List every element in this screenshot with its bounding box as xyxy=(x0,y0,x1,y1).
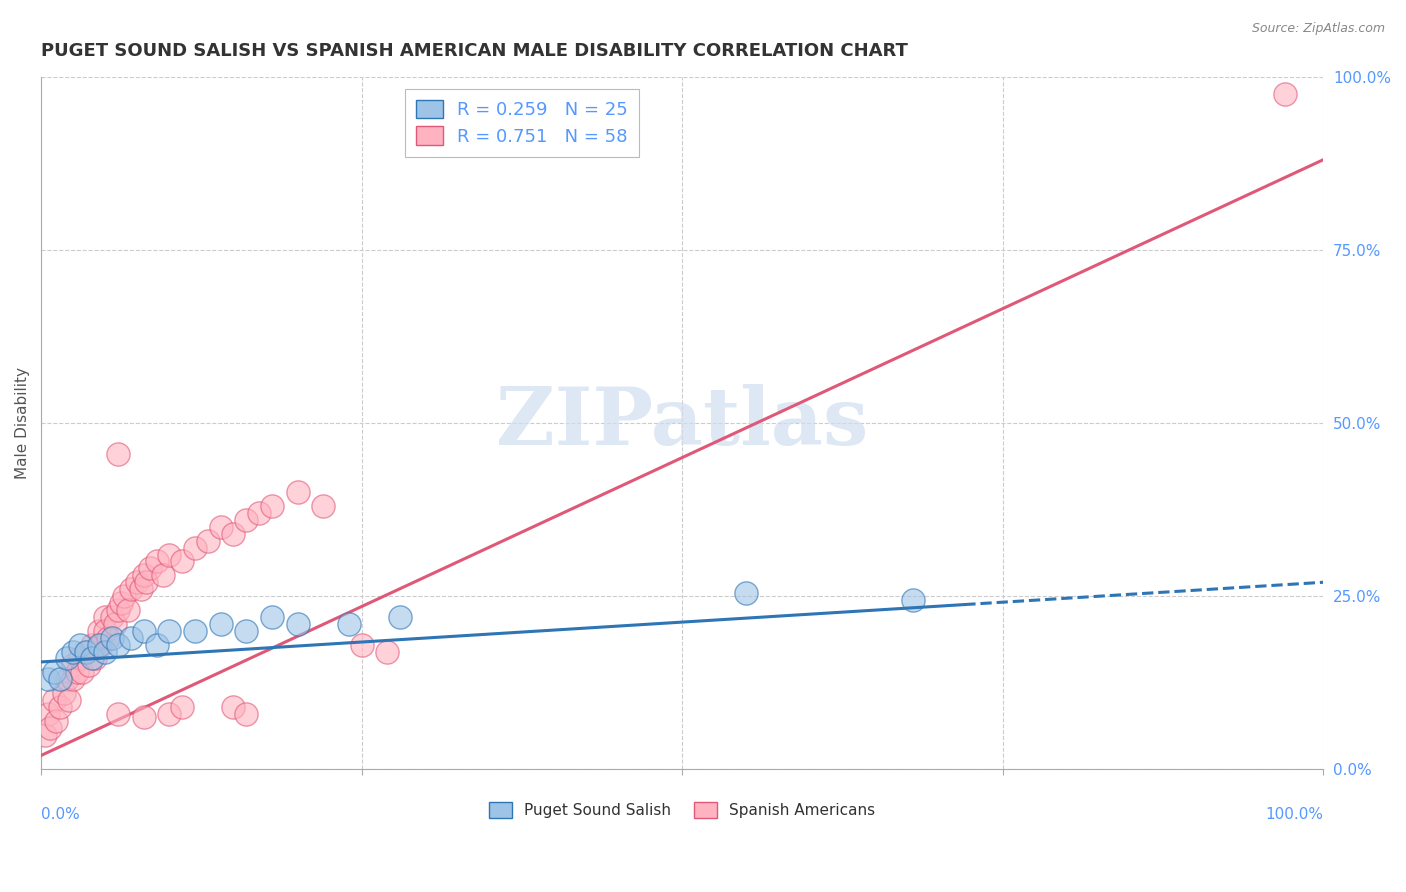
Point xyxy=(42,693,65,707)
Point xyxy=(55,651,77,665)
Point xyxy=(145,554,167,568)
Text: 0.0%: 0.0% xyxy=(41,807,80,822)
Point xyxy=(1274,87,1296,101)
Point xyxy=(260,610,283,624)
Point xyxy=(901,592,924,607)
Point xyxy=(82,651,104,665)
Point xyxy=(75,644,97,658)
Point xyxy=(87,624,110,638)
Y-axis label: Male Disability: Male Disability xyxy=(15,367,30,479)
Point xyxy=(260,499,283,513)
Text: PUGET SOUND SALISH VS SPANISH AMERICAN MALE DISABILITY CORRELATION CHART: PUGET SOUND SALISH VS SPANISH AMERICAN M… xyxy=(41,42,908,60)
Point xyxy=(222,526,245,541)
Point xyxy=(127,575,149,590)
Point xyxy=(62,644,84,658)
Point xyxy=(104,616,127,631)
Point xyxy=(114,589,136,603)
Point xyxy=(45,714,67,728)
Point xyxy=(75,644,97,658)
Point xyxy=(87,638,110,652)
Point xyxy=(34,728,56,742)
Point xyxy=(172,554,194,568)
Point xyxy=(49,672,72,686)
Point xyxy=(172,700,194,714)
Point xyxy=(107,447,129,461)
Point xyxy=(120,582,142,597)
Point xyxy=(337,616,360,631)
Point xyxy=(117,603,139,617)
Point xyxy=(222,700,245,714)
Point xyxy=(132,624,155,638)
Point xyxy=(94,644,117,658)
Point xyxy=(120,631,142,645)
Point xyxy=(350,638,373,652)
Point xyxy=(247,506,270,520)
Point xyxy=(735,585,758,599)
Point xyxy=(235,706,257,721)
Point xyxy=(97,631,120,645)
Point xyxy=(37,672,59,686)
Point xyxy=(100,610,122,624)
Point xyxy=(132,710,155,724)
Point xyxy=(84,651,107,665)
Text: ZIPatlas: ZIPatlas xyxy=(496,384,869,462)
Point xyxy=(129,582,152,597)
Point xyxy=(139,561,162,575)
Point xyxy=(39,721,62,735)
Point xyxy=(53,686,76,700)
Point xyxy=(132,568,155,582)
Legend: Puget Sound Salish, Spanish Americans: Puget Sound Salish, Spanish Americans xyxy=(482,796,882,824)
Point xyxy=(312,499,335,513)
Point xyxy=(209,520,232,534)
Point xyxy=(287,616,309,631)
Point xyxy=(157,548,180,562)
Point xyxy=(152,568,174,582)
Point xyxy=(287,485,309,500)
Point xyxy=(82,638,104,652)
Point xyxy=(94,624,117,638)
Point xyxy=(37,706,59,721)
Point xyxy=(69,651,91,665)
Point xyxy=(66,665,89,680)
Point xyxy=(49,700,72,714)
Point xyxy=(90,638,112,652)
Point xyxy=(58,693,80,707)
Text: 100.0%: 100.0% xyxy=(1265,807,1323,822)
Point xyxy=(145,638,167,652)
Point xyxy=(55,672,77,686)
Point xyxy=(70,665,93,680)
Point xyxy=(110,596,132,610)
Point xyxy=(69,638,91,652)
Point xyxy=(235,513,257,527)
Point xyxy=(107,638,129,652)
Point xyxy=(184,624,207,638)
Point xyxy=(94,610,117,624)
Point xyxy=(100,631,122,645)
Point xyxy=(375,644,398,658)
Point xyxy=(197,533,219,548)
Point xyxy=(62,672,84,686)
Point xyxy=(157,624,180,638)
Point xyxy=(235,624,257,638)
Point xyxy=(135,575,157,590)
Point xyxy=(107,706,129,721)
Point xyxy=(389,610,412,624)
Point xyxy=(209,616,232,631)
Text: Source: ZipAtlas.com: Source: ZipAtlas.com xyxy=(1251,22,1385,36)
Point xyxy=(42,665,65,680)
Point xyxy=(157,706,180,721)
Point xyxy=(107,603,129,617)
Point xyxy=(184,541,207,555)
Point xyxy=(62,658,84,673)
Point xyxy=(77,658,100,673)
